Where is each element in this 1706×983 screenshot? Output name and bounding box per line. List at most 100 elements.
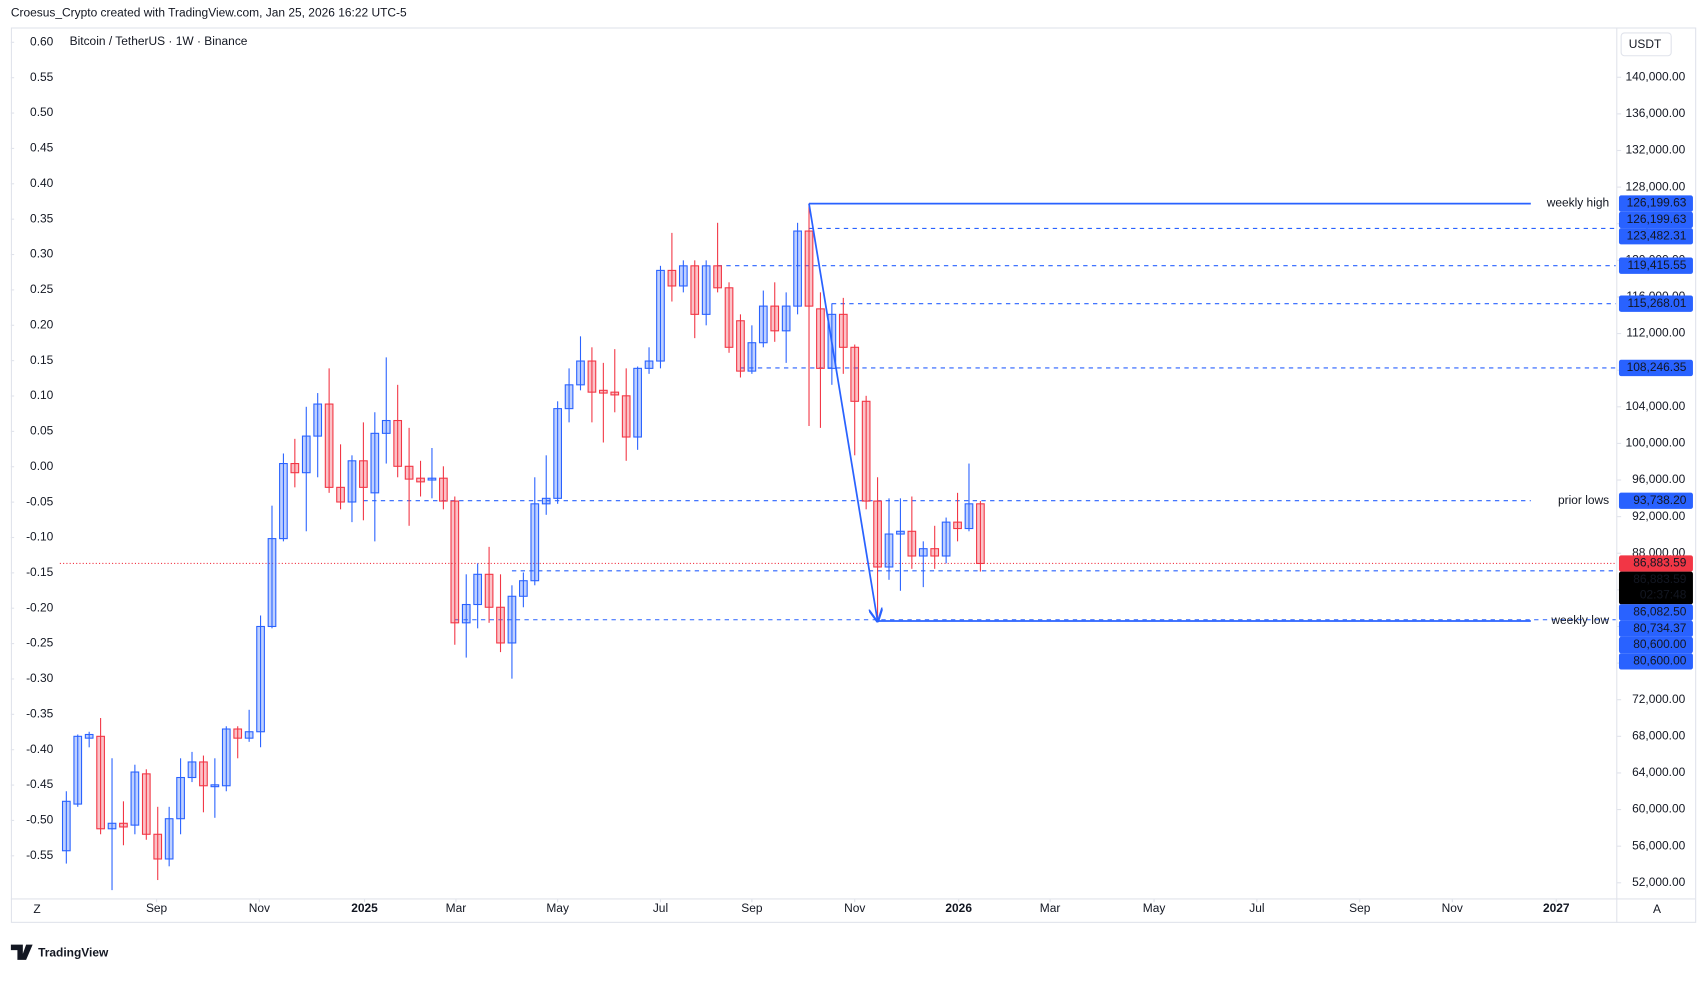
y2-tick-label: 0.55 (30, 70, 54, 84)
y2-tick-label: -0.35 (26, 706, 54, 720)
candle-body (519, 580, 528, 597)
price-label: 108,246.35 (1627, 360, 1687, 374)
y2-tick-label: 0.40 (30, 176, 54, 190)
x-tick-label: 2025 (351, 901, 378, 915)
x-tick-label: Nov (1442, 901, 1463, 915)
y-tick-label: 96,000.00 (1632, 472, 1686, 486)
candle-body (61, 800, 71, 852)
candle-body (267, 538, 277, 628)
price-label: 123,482.31 (1627, 228, 1687, 242)
candle-body (176, 776, 185, 820)
price-label-box (1618, 620, 1693, 637)
candle-body (496, 606, 505, 644)
y-tick-label: 60,000.00 (1632, 802, 1686, 816)
candle-body (279, 463, 288, 540)
price-label: 119,415.55 (1627, 258, 1686, 272)
y-tick-label: 72,000.00 (1632, 692, 1686, 706)
y2-tick-label: -0.10 (26, 530, 54, 544)
candle-body (884, 533, 894, 568)
candle-body (324, 403, 334, 488)
candle-body (210, 784, 220, 788)
x-tick-label: Sep (1349, 901, 1371, 915)
price-label: 115,268.01 (1627, 296, 1686, 310)
candle-body (199, 761, 208, 787)
candle-body (541, 497, 551, 505)
price-label-box (1618, 604, 1693, 621)
x-tick-label: Mar (1040, 901, 1061, 915)
candle-body (758, 305, 768, 344)
candle-body (576, 360, 585, 386)
candle-body (370, 432, 380, 494)
price-label: 126,199.63 (1627, 196, 1687, 210)
candle-body (153, 833, 163, 860)
candle-body (564, 384, 574, 410)
candle-body (450, 500, 460, 624)
y2-tick-label: 0.20 (30, 317, 54, 331)
scale-button[interactable]: Z (33, 902, 40, 916)
y-tick-label: 112,000.00 (1626, 326, 1685, 340)
y-tick-label: 104,000.00 (1625, 399, 1685, 413)
candle-body (861, 400, 871, 502)
price-label: 80,600.00 (1633, 637, 1687, 651)
y2-tick-label: 0.00 (30, 459, 54, 473)
y-tick-label: 56,000.00 (1632, 838, 1686, 852)
y-tick-label: 128,000.00 (1625, 179, 1685, 193)
candle-body (816, 308, 825, 369)
y2-tick-label: 0.35 (30, 211, 54, 225)
candle-body (644, 360, 654, 369)
y2-tick-label: 0.10 (30, 388, 54, 402)
candle-body (838, 313, 848, 348)
header: Croesus_Crypto created with TradingView.… (11, 5, 407, 19)
candle-body (907, 530, 917, 557)
x-tick-label: May (546, 901, 569, 915)
price-label-box (1618, 195, 1693, 212)
candle-body (690, 265, 700, 315)
y2-tick-label: -0.30 (26, 671, 54, 685)
candle-body (507, 595, 517, 644)
candle-body (621, 395, 631, 438)
candle-body (781, 305, 791, 332)
x-tick-label: Nov (844, 901, 865, 915)
candle-body (770, 305, 780, 332)
y2-tick-label: -0.20 (26, 600, 54, 614)
candle-body (873, 500, 882, 568)
candle-body (976, 503, 985, 565)
candle-body (359, 460, 368, 488)
price-label-box (1618, 359, 1693, 377)
candle-body (747, 342, 757, 372)
candle-body (587, 360, 597, 393)
trend-arrow (808, 203, 878, 621)
candle-body (793, 230, 802, 307)
y2-tick-label: 0.15 (30, 353, 54, 367)
price-label: 86,883.59 (1633, 556, 1687, 570)
price-label-box (1618, 295, 1693, 312)
price-label-box (1618, 571, 1693, 605)
y2-tick-label: 0.30 (30, 247, 54, 261)
candle-body (164, 818, 174, 860)
candle-body (930, 548, 940, 557)
candle-body (393, 419, 403, 467)
x-tick-label: 2027 (1543, 901, 1570, 915)
price-label: 80,734.37 (1633, 621, 1687, 635)
price-label: 86,082.50 (1633, 605, 1687, 619)
candle-body (381, 419, 391, 434)
y-tick-label: 100,000.00 (1625, 436, 1685, 450)
candle-body (107, 822, 117, 830)
candle-body (336, 486, 345, 503)
price-label-box (1618, 228, 1693, 245)
candle-body (667, 269, 677, 287)
candle-body (73, 735, 83, 805)
candle-body (313, 403, 323, 437)
x-tick-label: Mar (446, 901, 467, 915)
candle-body (598, 389, 608, 394)
candle-body (244, 731, 254, 739)
y2-tick-label: -0.50 (26, 813, 54, 827)
candle-body (427, 477, 437, 481)
candle-body (896, 530, 905, 535)
scale-button[interactable]: A (1653, 902, 1661, 916)
price-label-box (1618, 653, 1693, 670)
candle-body (633, 367, 642, 438)
candle-body (187, 761, 197, 779)
y2-tick-label: -0.15 (26, 565, 54, 579)
